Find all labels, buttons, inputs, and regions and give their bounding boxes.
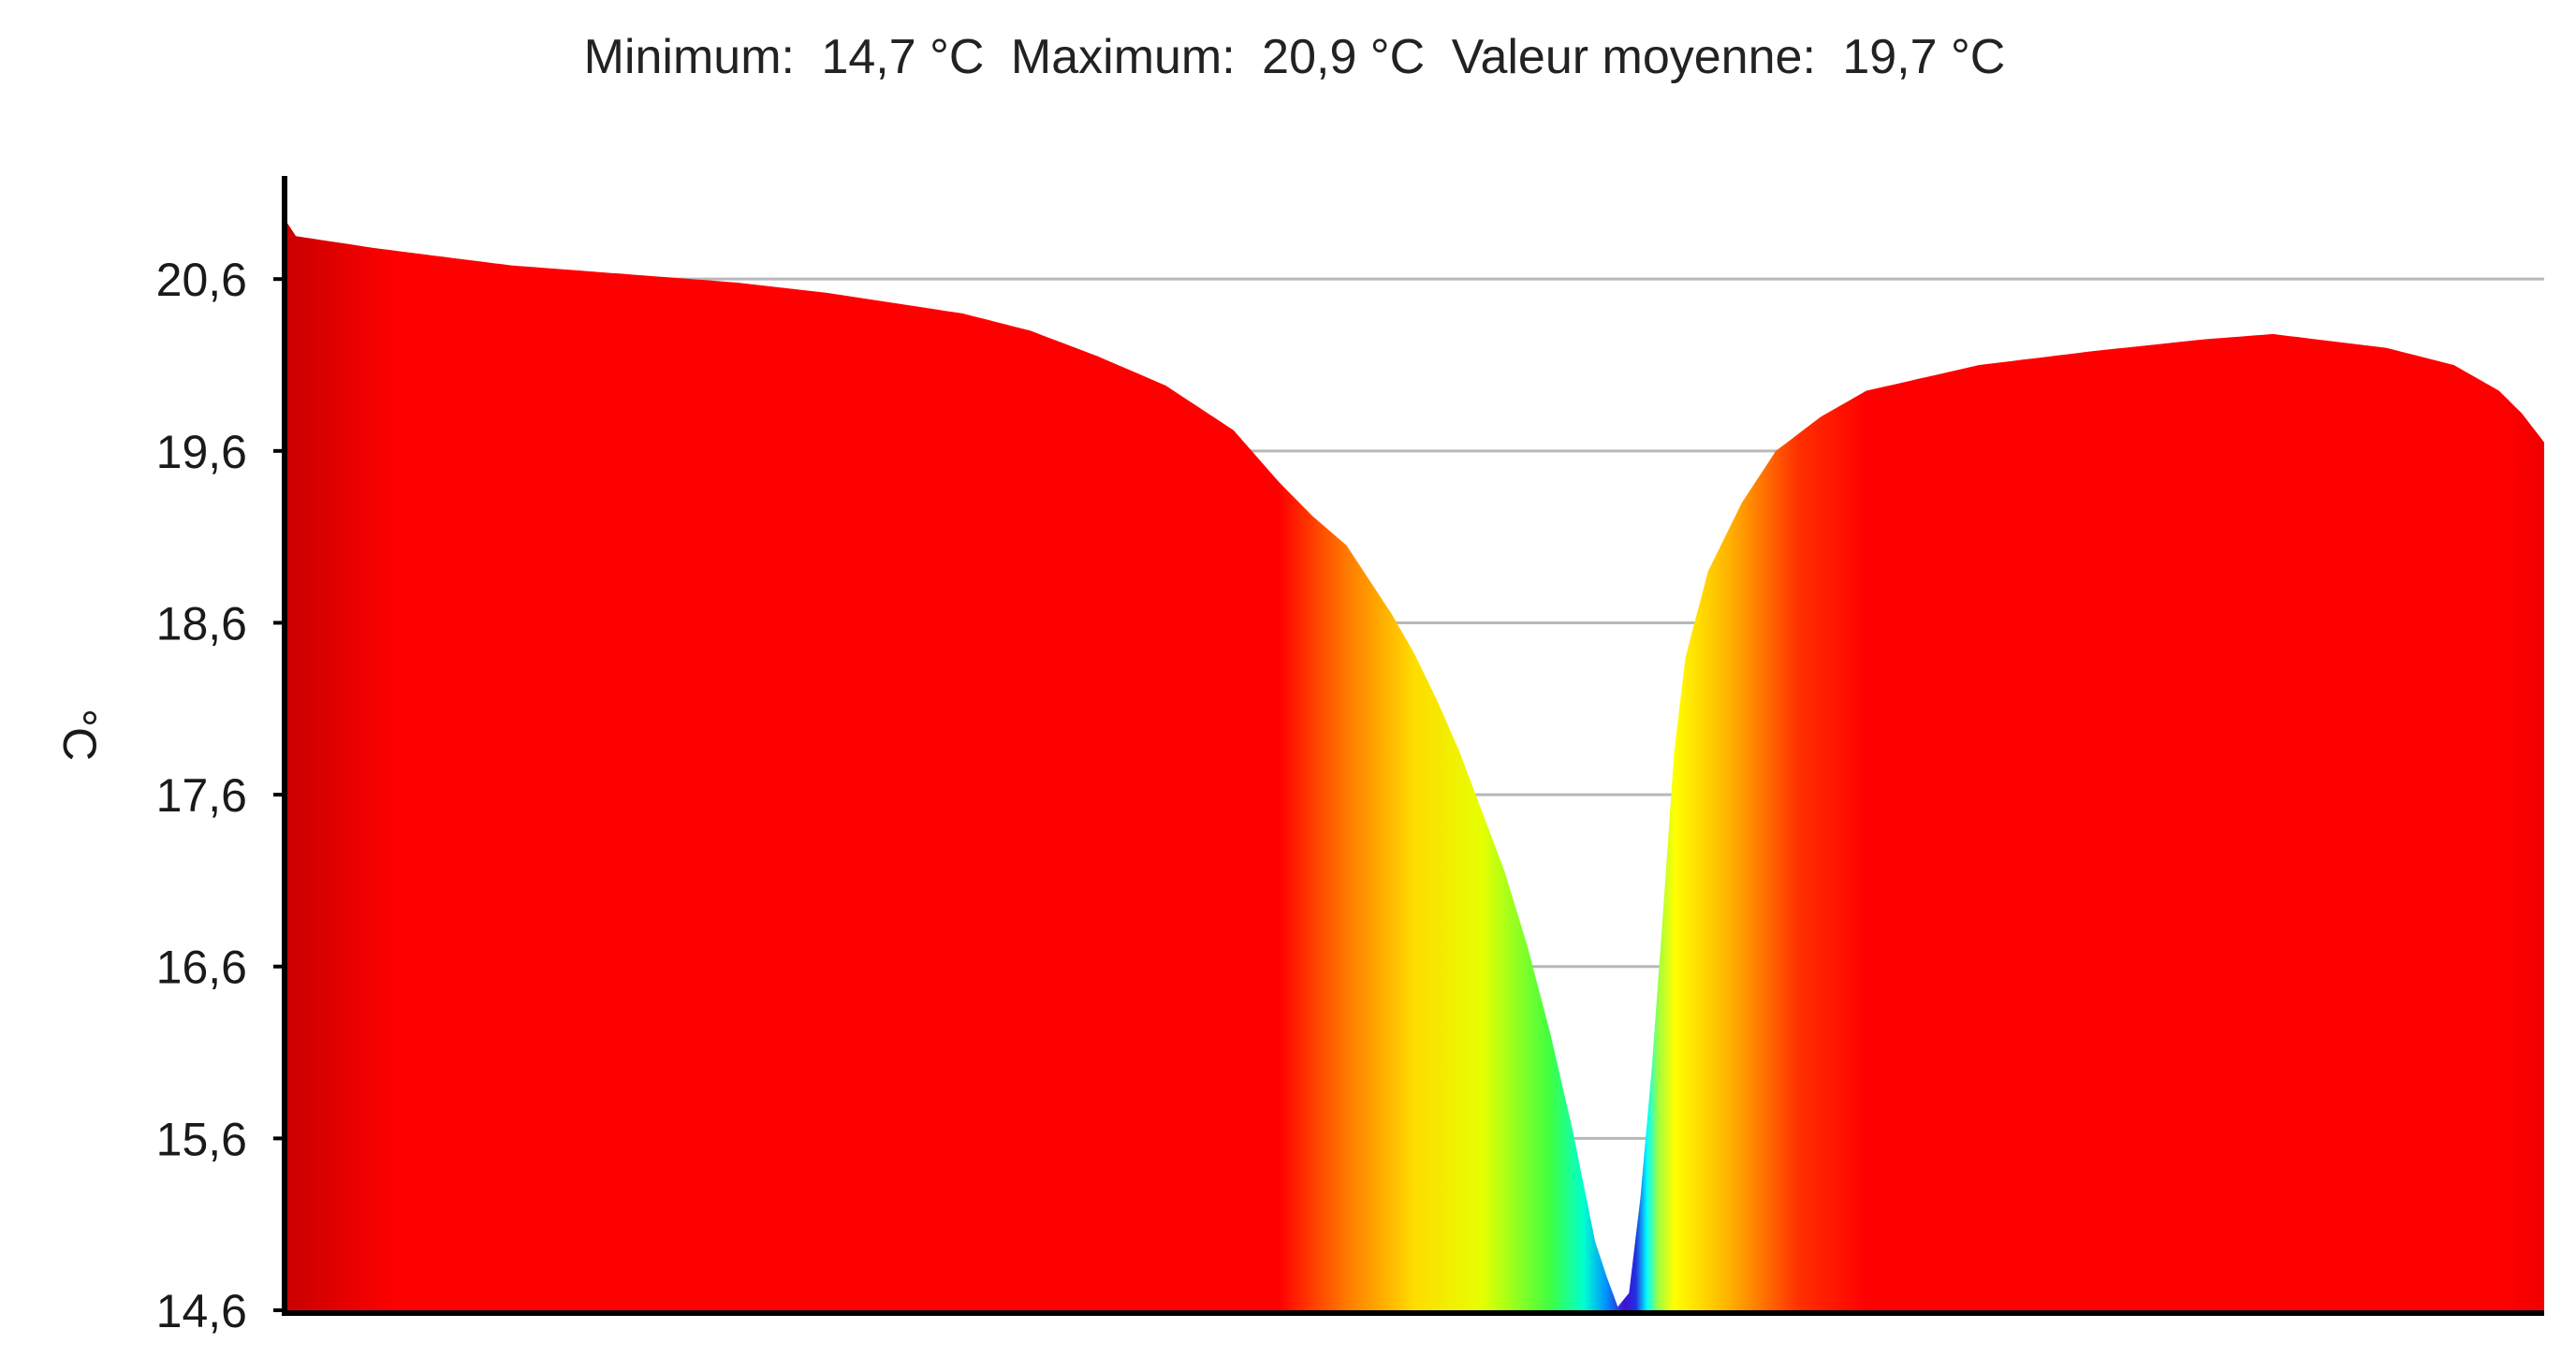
- temperature-area-fill: [285, 218, 2544, 1311]
- axes: [282, 176, 2544, 1316]
- y-tick-label: 19,6: [156, 426, 247, 478]
- y-tick-label: 20,6: [156, 254, 247, 306]
- stat-minimum-label: Minimum:: [584, 30, 795, 84]
- y-tick-label: 15,6: [156, 1113, 247, 1165]
- y-tick-label: 16,6: [156, 942, 247, 994]
- y-tick-labels: 14,6 15,6 16,6 17,6 18,6 19,6 20,6: [156, 254, 285, 1337]
- stat-minimum-value: 14,7 °C: [821, 30, 984, 84]
- temperature-area: [285, 218, 2544, 1311]
- y-axis-label: °C: [53, 708, 106, 761]
- stat-mean-label: Valeur moyenne:: [1452, 30, 1816, 84]
- y-tick-label: 18,6: [156, 597, 247, 650]
- stats-line: Minimum: 14,7 °C Maximum: 20,9 °C Valeur…: [584, 30, 2006, 84]
- y-tick-label: 17,6: [156, 769, 247, 822]
- stat-mean-value: 19,7 °C: [1842, 30, 2005, 84]
- y-tick-label: 14,6: [156, 1285, 247, 1337]
- stat-maximum-label: Maximum:: [1011, 30, 1236, 84]
- stat-maximum-value: 20,9 °C: [1262, 30, 1425, 84]
